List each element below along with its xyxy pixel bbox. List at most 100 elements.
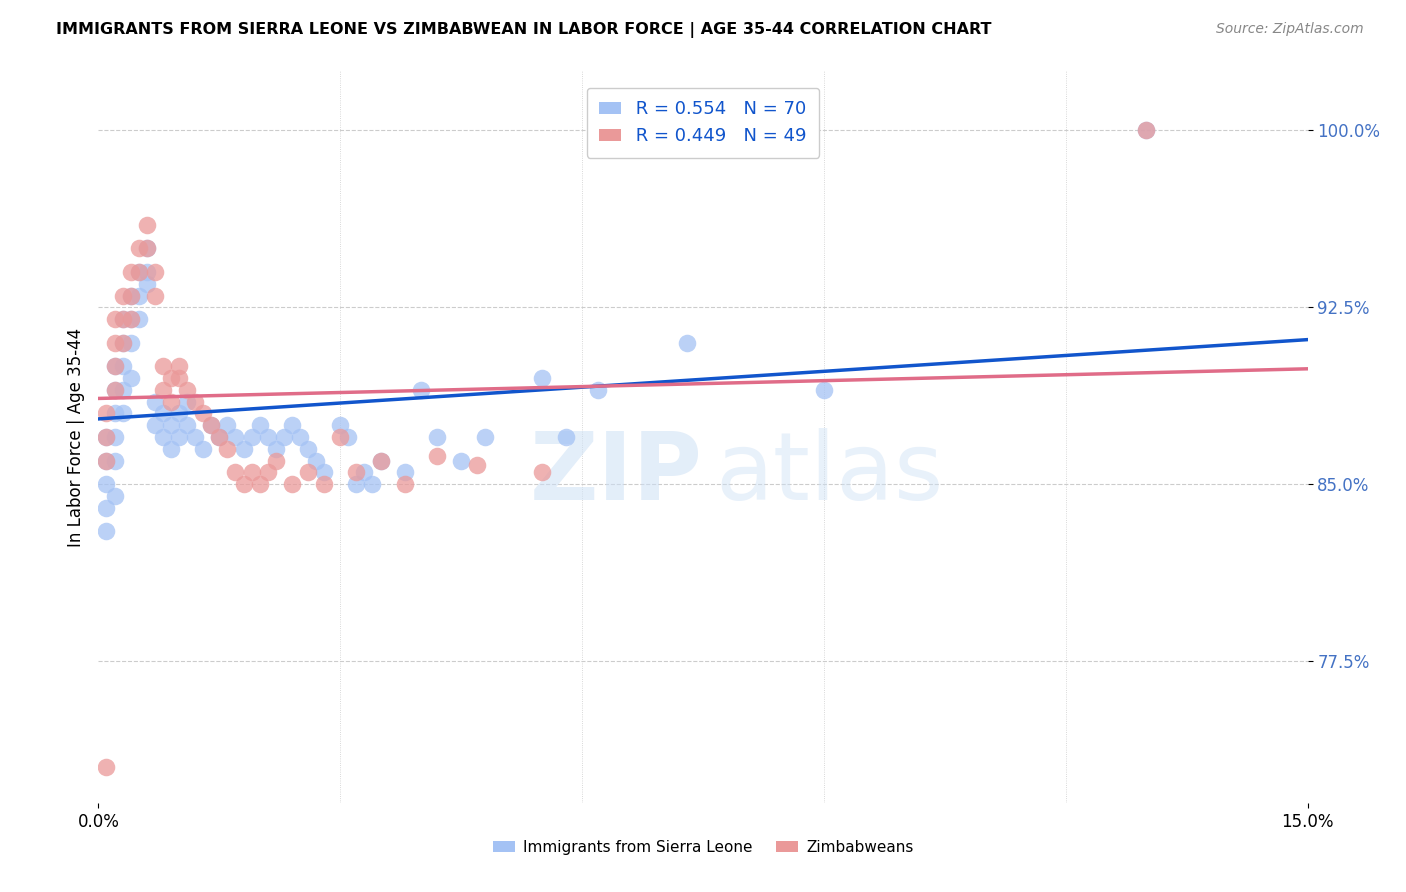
Point <box>120 288 142 302</box>
Point <box>184 394 207 409</box>
Point <box>297 466 319 480</box>
Point <box>176 394 198 409</box>
Point <box>288 430 311 444</box>
Point <box>111 288 134 302</box>
Point <box>103 383 125 397</box>
Point <box>120 265 142 279</box>
Point <box>249 477 271 491</box>
Point <box>96 500 118 515</box>
Point <box>264 442 287 456</box>
Point <box>474 430 496 444</box>
Point <box>96 430 118 444</box>
Point <box>167 359 190 374</box>
Point <box>111 335 134 350</box>
Point <box>135 241 157 255</box>
Point <box>465 458 488 473</box>
Legend: Immigrants from Sierra Leone, Zimbabweans: Immigrants from Sierra Leone, Zimbabwean… <box>486 834 920 861</box>
Point <box>128 312 150 326</box>
Point <box>409 383 432 397</box>
Point <box>135 265 157 279</box>
Point <box>1135 123 1157 137</box>
Point <box>96 453 118 467</box>
Point <box>143 418 166 433</box>
Point <box>1135 123 1157 137</box>
Point <box>143 265 166 279</box>
Point <box>160 371 183 385</box>
Point <box>96 760 118 774</box>
Point <box>224 430 246 444</box>
Text: ZIP: ZIP <box>530 427 703 520</box>
Point <box>152 359 174 374</box>
Point <box>273 430 295 444</box>
Point <box>152 407 174 421</box>
Point <box>143 394 166 409</box>
Point <box>167 407 190 421</box>
Point <box>176 418 198 433</box>
Point <box>111 407 134 421</box>
Point <box>208 430 231 444</box>
Point <box>160 418 183 433</box>
Point <box>297 442 319 456</box>
Point <box>240 430 263 444</box>
Point <box>103 335 125 350</box>
Point <box>200 418 222 433</box>
Point <box>96 477 118 491</box>
Point <box>128 265 150 279</box>
Y-axis label: In Labor Force | Age 35-44: In Labor Force | Age 35-44 <box>66 327 84 547</box>
Point <box>120 288 142 302</box>
Point <box>370 453 392 467</box>
Point <box>249 418 271 433</box>
Point <box>256 430 278 444</box>
Point <box>128 265 150 279</box>
Point <box>361 477 384 491</box>
Point <box>426 449 449 463</box>
Point <box>167 430 190 444</box>
Point <box>394 466 416 480</box>
Point <box>353 466 375 480</box>
Point <box>232 442 254 456</box>
Point <box>176 383 198 397</box>
Point <box>111 335 134 350</box>
Point <box>143 288 166 302</box>
Point <box>240 466 263 480</box>
Point <box>200 418 222 433</box>
Point <box>111 312 134 326</box>
Point <box>426 430 449 444</box>
Point <box>305 453 328 467</box>
Point <box>232 477 254 491</box>
Point <box>329 418 352 433</box>
Point <box>103 312 125 326</box>
Point <box>184 430 207 444</box>
Point <box>128 241 150 255</box>
Point <box>314 466 336 480</box>
Text: Source: ZipAtlas.com: Source: ZipAtlas.com <box>1216 22 1364 37</box>
Point <box>329 430 352 444</box>
Point <box>103 489 125 503</box>
Point <box>103 407 125 421</box>
Point <box>152 430 174 444</box>
Point <box>103 359 125 374</box>
Point <box>120 312 142 326</box>
Point <box>530 371 553 385</box>
Point <box>120 312 142 326</box>
Point <box>160 442 183 456</box>
Point <box>103 359 125 374</box>
Point <box>135 241 157 255</box>
Point <box>96 524 118 539</box>
Point <box>96 453 118 467</box>
Point <box>370 453 392 467</box>
Point <box>256 466 278 480</box>
Point <box>160 394 183 409</box>
Point <box>208 430 231 444</box>
Text: IMMIGRANTS FROM SIERRA LEONE VS ZIMBABWEAN IN LABOR FORCE | AGE 35-44 CORRELATIO: IMMIGRANTS FROM SIERRA LEONE VS ZIMBABWE… <box>56 22 991 38</box>
Point <box>111 359 134 374</box>
Point <box>111 383 134 397</box>
Point <box>264 453 287 467</box>
Point <box>120 371 142 385</box>
Point <box>103 383 125 397</box>
Point <box>111 312 134 326</box>
Point <box>152 383 174 397</box>
Point <box>224 466 246 480</box>
Point <box>344 466 367 480</box>
Point <box>344 477 367 491</box>
